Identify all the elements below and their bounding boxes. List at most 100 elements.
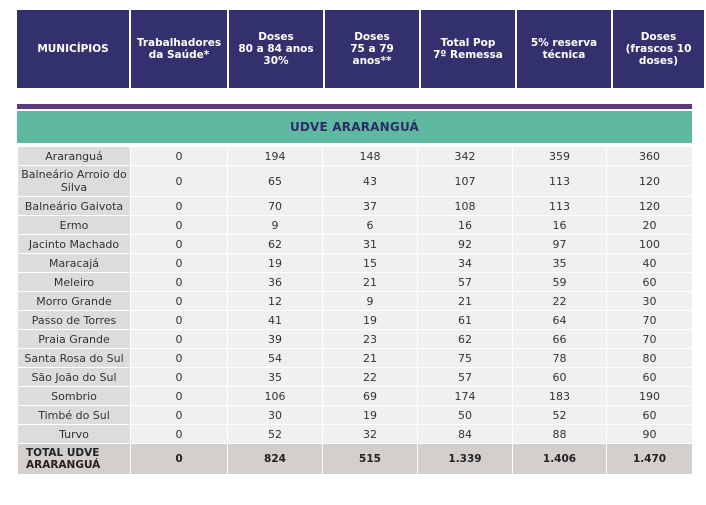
value-cell: 30 xyxy=(606,291,693,311)
value-cell: 61 xyxy=(417,310,513,330)
value-cell: 190 xyxy=(606,386,693,406)
value-cell: 15 xyxy=(322,253,418,273)
table-row: Maracajá 0 19 15 34 35 40 xyxy=(17,253,693,273)
value-cell: 120 xyxy=(606,165,693,197)
header-trabalhadores-saude: Trabalhadores da Saúde* xyxy=(131,10,227,88)
table-row: Sombrio 0 106 69 174 183 190 xyxy=(17,386,693,406)
value-cell: 40 xyxy=(606,253,693,273)
value-cell: 52 xyxy=(227,424,323,444)
value-cell: 64 xyxy=(512,310,607,330)
value-cell: 0 xyxy=(130,272,228,292)
value-cell: 100 xyxy=(606,234,693,254)
value-cell: 60 xyxy=(606,367,693,387)
value-cell: 60 xyxy=(512,367,607,387)
value-cell: 21 xyxy=(322,272,418,292)
value-cell: 22 xyxy=(512,291,607,311)
municipio-cell: Maracajá xyxy=(17,253,131,273)
municipio-cell: Timbé do Sul xyxy=(17,405,131,425)
value-cell: 59 xyxy=(512,272,607,292)
value-cell: 0 xyxy=(130,424,228,444)
value-cell: 70 xyxy=(606,310,693,330)
value-cell: 19 xyxy=(322,310,418,330)
total-value-cell: 824 xyxy=(227,443,323,475)
divider-line xyxy=(17,104,692,109)
municipio-cell: Jacinto Machado xyxy=(17,234,131,254)
total-label-cell: TOTAL UDVE ARARANGUÁ xyxy=(17,443,131,475)
total-row: TOTAL UDVE ARARANGUÁ 0 824 515 1.339 1.406 1.4… xyxy=(17,443,693,475)
table-row: Passo de Torres 0 41 19 61 64 70 xyxy=(17,310,693,330)
value-cell: 108 xyxy=(417,196,513,216)
value-cell: 6 xyxy=(322,215,418,235)
value-cell: 37 xyxy=(322,196,418,216)
municipio-cell: Meleiro xyxy=(17,272,131,292)
value-cell: 359 xyxy=(512,146,607,166)
value-cell: 57 xyxy=(417,272,513,292)
total-value-cell: 1.339 xyxy=(417,443,513,475)
table-header: MUNICÍPIOS Trabalhadores da Saúde* Doses… xyxy=(17,10,704,88)
value-cell: 120 xyxy=(606,196,693,216)
value-cell: 19 xyxy=(227,253,323,273)
value-cell: 20 xyxy=(606,215,693,235)
value-cell: 70 xyxy=(227,196,323,216)
value-cell: 342 xyxy=(417,146,513,166)
value-cell: 23 xyxy=(322,329,418,349)
municipio-cell: Ermo xyxy=(17,215,131,235)
value-cell: 92 xyxy=(417,234,513,254)
value-cell: 54 xyxy=(227,348,323,368)
value-cell: 60 xyxy=(606,272,693,292)
municipio-cell: Morro Grande xyxy=(17,291,131,311)
value-cell: 0 xyxy=(130,386,228,406)
value-cell: 19 xyxy=(322,405,418,425)
value-cell: 43 xyxy=(322,165,418,197)
table-row: Santa Rosa do Sul 0 54 21 75 78 80 xyxy=(17,348,693,368)
value-cell: 34 xyxy=(417,253,513,273)
value-cell: 66 xyxy=(512,329,607,349)
value-cell: 69 xyxy=(322,386,418,406)
value-cell: 88 xyxy=(512,424,607,444)
value-cell: 60 xyxy=(606,405,693,425)
municipio-cell: São João do Sul xyxy=(17,367,131,387)
section-title: UDVE ARARANGUÁ xyxy=(17,111,692,143)
value-cell: 39 xyxy=(227,329,323,349)
value-cell: 21 xyxy=(417,291,513,311)
table-row: Turvo 0 52 32 84 88 90 xyxy=(17,424,693,444)
value-cell: 32 xyxy=(322,424,418,444)
value-cell: 183 xyxy=(512,386,607,406)
municipio-cell: Sombrio xyxy=(17,386,131,406)
value-cell: 16 xyxy=(512,215,607,235)
value-cell: 0 xyxy=(130,405,228,425)
table-row: Meleiro 0 36 21 57 59 60 xyxy=(17,272,693,292)
municipio-cell: Praia Grande xyxy=(17,329,131,349)
value-cell: 0 xyxy=(130,215,228,235)
value-cell: 80 xyxy=(606,348,693,368)
table-row: Praia Grande 0 39 23 62 66 70 xyxy=(17,329,693,349)
table-row: Timbé do Sul 0 30 19 50 52 60 xyxy=(17,405,693,425)
value-cell: 16 xyxy=(417,215,513,235)
value-cell: 0 xyxy=(130,291,228,311)
value-cell: 50 xyxy=(417,405,513,425)
value-cell: 113 xyxy=(512,165,607,197)
value-cell: 21 xyxy=(322,348,418,368)
total-value-cell: 0 xyxy=(130,443,228,475)
value-cell: 113 xyxy=(512,196,607,216)
header-total-pop: Total Pop 7º Remessa xyxy=(421,10,515,88)
value-cell: 78 xyxy=(512,348,607,368)
header-municipios: MUNICÍPIOS xyxy=(17,10,129,88)
municipio-cell: Balneário Gaivota xyxy=(17,196,131,216)
value-cell: 0 xyxy=(130,348,228,368)
header-doses-frascos: Doses (frascos 10 doses) xyxy=(613,10,704,88)
total-value-cell: 1.470 xyxy=(606,443,693,475)
value-cell: 107 xyxy=(417,165,513,197)
value-cell: 0 xyxy=(130,146,228,166)
value-cell: 0 xyxy=(130,234,228,254)
header-doses-75-79: Doses 75 a 79 anos** xyxy=(325,10,419,88)
municipio-cell: Balneário Arroio do Silva xyxy=(17,165,131,197)
value-cell: 194 xyxy=(227,146,323,166)
header-reserva-tecnica: 5% reserva técnica xyxy=(517,10,611,88)
value-cell: 30 xyxy=(227,405,323,425)
value-cell: 106 xyxy=(227,386,323,406)
value-cell: 97 xyxy=(512,234,607,254)
value-cell: 0 xyxy=(130,329,228,349)
value-cell: 35 xyxy=(227,367,323,387)
table-row: Jacinto Machado 0 62 31 92 97 100 xyxy=(17,234,693,254)
